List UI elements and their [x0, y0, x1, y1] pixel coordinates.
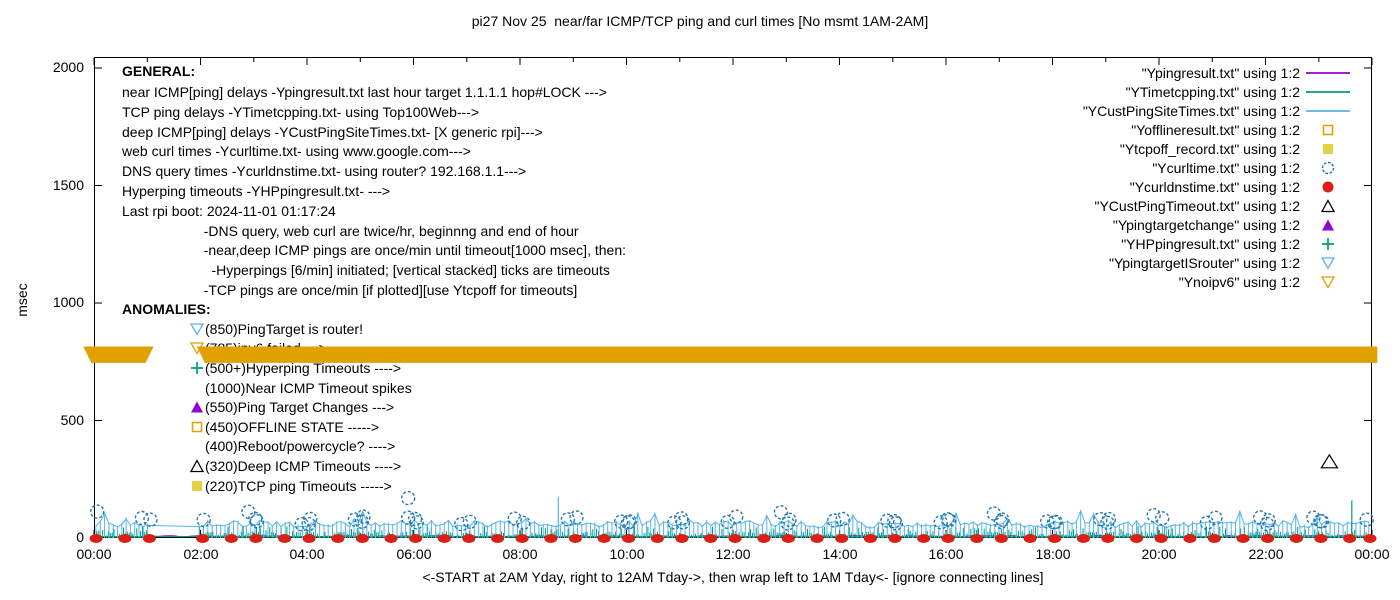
anomaly-label: (400)Reboot/powercycle? ---->: [205, 438, 396, 455]
legend-label: "Ypingresult.txt" using 1:2: [1141, 64, 1300, 81]
anomaly-item: (850)PingTarget is router!: [188, 319, 412, 339]
plus-icon: [1300, 236, 1356, 252]
general-note-line: deep ICMP[ping] delays -YCustPingSiteTim…: [122, 123, 543, 140]
anomalies-list: (850)PingTarget is router!(785)ipv6 fail…: [188, 319, 412, 495]
general-note-line: DNS query times -Ycurldnstime.txt- using…: [122, 163, 527, 180]
open-triangle-icon: [1300, 198, 1356, 214]
legend-label: "Ypingtargetchange" using 1:2: [1112, 216, 1300, 233]
anomaly-label: (550)Ping Target Changes --->: [205, 399, 395, 416]
line-icon: [1300, 84, 1356, 100]
filled-triangle-icon: [1300, 217, 1356, 233]
general-note-line: Last rpi boot: 2024-11-01 01:17:24: [122, 202, 336, 219]
open-square-icon: [1300, 122, 1356, 138]
x-tick-label: 14:00: [822, 546, 858, 562]
legend-item: "Ytcpoff_record.txt" using 1:2: [1000, 139, 1356, 158]
general-note-line: near ICMP[ping] delays -Ypingresult.txt …: [122, 84, 607, 100]
legend-label: "Ytcpoff_record.txt" using 1:2: [1119, 140, 1300, 157]
anomaly-label: (320)Deep ICMP Timeouts ---->: [205, 457, 402, 474]
open-down-triangle-icon: [188, 321, 205, 337]
legend-label: "YTimetcpping.txt" using 1:2: [1125, 83, 1300, 100]
legend-item: "Ynoipv6" using 1:2: [1000, 272, 1356, 291]
general-note-line: -Hyperpings [6/min] initiated; [vertical…: [122, 262, 610, 279]
anomaly-item: (500+)Hyperping Timeouts ---->: [188, 358, 412, 378]
open-down-triangle-icon: [1300, 274, 1356, 290]
legend-label: "YHPpingresult.txt" using 1:2: [1121, 235, 1300, 252]
filled-triangle-icon: [188, 399, 205, 415]
open-square-icon: [188, 419, 205, 435]
y-tick-label: 1500: [52, 177, 84, 193]
x-tick-label: 04:00: [289, 546, 325, 562]
x-tick-label: 00:00: [1354, 546, 1390, 562]
anomalies-heading: ANOMALIES:: [122, 301, 211, 317]
line-icon: [1300, 103, 1356, 119]
legend-item: "Ypingresult.txt" using 1:2: [1000, 63, 1356, 82]
x-tick-label: 00:00: [76, 546, 112, 562]
line-icon: [1300, 65, 1356, 81]
anomaly-item: (220)TCP ping Timeouts ----->: [188, 476, 412, 496]
legend-label: "Ycurltime.txt" using 1:2: [1152, 159, 1300, 176]
x-axis-caption: <-START at 2AM Yday, right to 12AM Tday-…: [422, 569, 1044, 585]
legend-label: "Yofflineresult.txt" using 1:2: [1131, 121, 1300, 138]
legend-label: "YCustPingTimeout.txt" using 1:2: [1094, 197, 1300, 214]
anomaly-item: (1000)Near ICMP Timeout spikes: [188, 378, 412, 398]
x-tick-label: 18:00: [1035, 546, 1071, 562]
x-tick-label: 08:00: [502, 546, 538, 562]
legend-item: "Ycurltime.txt" using 1:2: [1000, 158, 1356, 177]
legend-label: "Ynoipv6" using 1:2: [1178, 273, 1300, 290]
filled-square-icon: [188, 478, 205, 494]
anomaly-item: (320)Deep ICMP Timeouts ---->: [188, 456, 412, 476]
general-note-line: web curl times -Ycurltime.txt- using www…: [122, 143, 471, 160]
legend-label: "YpingtargetISrouter" using 1:2: [1108, 254, 1300, 271]
filled-circle-icon: [1300, 179, 1356, 195]
anomaly-label: (1000)Near ICMP Timeout spikes: [205, 379, 412, 396]
x-tick-label: 02:00: [183, 546, 219, 562]
legend-item: "YHPpingresult.txt" using 1:2: [1000, 234, 1356, 253]
y-tick-label: 1000: [52, 294, 84, 310]
open-triangle-icon: [188, 458, 205, 474]
anomaly-label: (850)PingTarget is router!: [205, 320, 363, 337]
general-note-line: TCP ping delays -YTimetcpping.txt- using…: [122, 103, 480, 120]
legend-item: "Ypingtargetchange" using 1:2: [1000, 215, 1356, 234]
y-tick-label: 0: [76, 529, 84, 545]
filled-square-icon: [1300, 141, 1356, 157]
general-note-line: Hyperping timeouts -YHPpingresult.txt- -…: [122, 182, 391, 199]
x-tick-label: 12:00: [715, 546, 751, 562]
general-notes: near ICMP[ping] delays -Ypingresult.txt …: [122, 83, 626, 301]
y-tick-label: 2000: [52, 59, 84, 75]
anomaly-label: (220)TCP ping Timeouts ----->: [205, 477, 392, 494]
x-tick-label: 06:00: [396, 546, 432, 562]
y-tick-label: 500: [60, 412, 84, 428]
legend-item: "Yofflineresult.txt" using 1:2: [1000, 120, 1356, 139]
anomaly-label: (450)OFFLINE STATE ----->: [205, 418, 380, 435]
x-tick-label: 16:00: [928, 546, 964, 562]
legend-label: "Ycurldnstime.txt" using 1:2: [1129, 178, 1300, 195]
general-note-line: -DNS query, web curl are twice/hr, begin…: [122, 222, 579, 239]
x-tick-label: 10:00: [609, 546, 645, 562]
open-down-triangle-icon: [1300, 255, 1356, 271]
general-heading: GENERAL:: [122, 63, 196, 79]
legend-item: "Ycurldnstime.txt" using 1:2: [1000, 177, 1356, 196]
legend-item: "YCustPingTimeout.txt" using 1:2: [1000, 196, 1356, 215]
anomaly-item: (550)Ping Target Changes --->: [188, 397, 412, 417]
legend-item: "YTimetcpping.txt" using 1:2: [1000, 82, 1356, 101]
general-note-line: -near,deep ICMP pings are once/min until…: [122, 242, 626, 259]
plus-icon: [188, 360, 205, 376]
legend-item: "YCustPingSiteTimes.txt" using 1:2: [1000, 101, 1356, 120]
legend-label: "YCustPingSiteTimes.txt" using 1:2: [1082, 102, 1300, 119]
anomaly-item: (450)OFFLINE STATE ----->: [188, 417, 412, 437]
legend-item: "YpingtargetISrouter" using 1:2: [1000, 253, 1356, 272]
plot-area: [83, 57, 1378, 543]
anomaly-label: (500+)Hyperping Timeouts ---->: [205, 359, 402, 376]
x-tick-label: 20:00: [1141, 546, 1177, 562]
x-tick-label: 22:00: [1248, 546, 1284, 562]
legend: "Ypingresult.txt" using 1:2 "YTimetcpping…: [1000, 63, 1356, 291]
chart-title: pi27 Nov 25 near/far ICMP/TCP ping and c…: [471, 13, 929, 29]
anomaly-item: (400)Reboot/powercycle? ---->: [188, 437, 412, 457]
general-note-line: -TCP pings are once/min [if plotted][use…: [122, 281, 578, 298]
